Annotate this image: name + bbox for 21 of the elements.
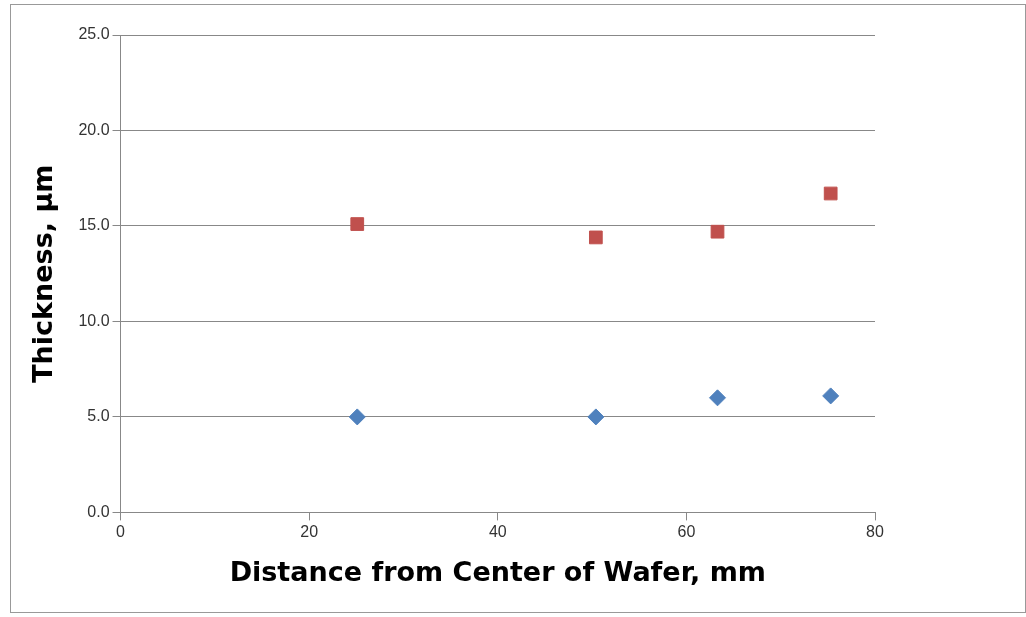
point xyxy=(710,224,725,239)
point xyxy=(588,230,603,245)
point xyxy=(348,408,366,426)
y-tick-label: 25.0 xyxy=(78,25,110,43)
point xyxy=(350,217,365,231)
point xyxy=(709,389,727,407)
point xyxy=(822,387,840,405)
y-tick-label: 15.0 xyxy=(78,216,110,234)
y-tick-label: 0.0 xyxy=(87,502,110,520)
y-tick-label: 10.0 xyxy=(78,311,110,329)
x-axis-title: Distance from Center of Wafer, mm xyxy=(229,555,766,587)
x-tick-label: 60 xyxy=(677,523,696,541)
y-axis-title: Thickness, µm xyxy=(27,164,59,383)
x-tick-label: 20 xyxy=(300,523,319,541)
point xyxy=(587,408,605,426)
y-tick-label: 20.0 xyxy=(78,120,110,138)
x-tick-label: 0 xyxy=(116,523,126,541)
point xyxy=(823,186,838,201)
y-tick-label: 5.0 xyxy=(87,407,110,425)
x-tick-label: 80 xyxy=(866,523,884,541)
x-tick-label: 40 xyxy=(488,523,507,541)
